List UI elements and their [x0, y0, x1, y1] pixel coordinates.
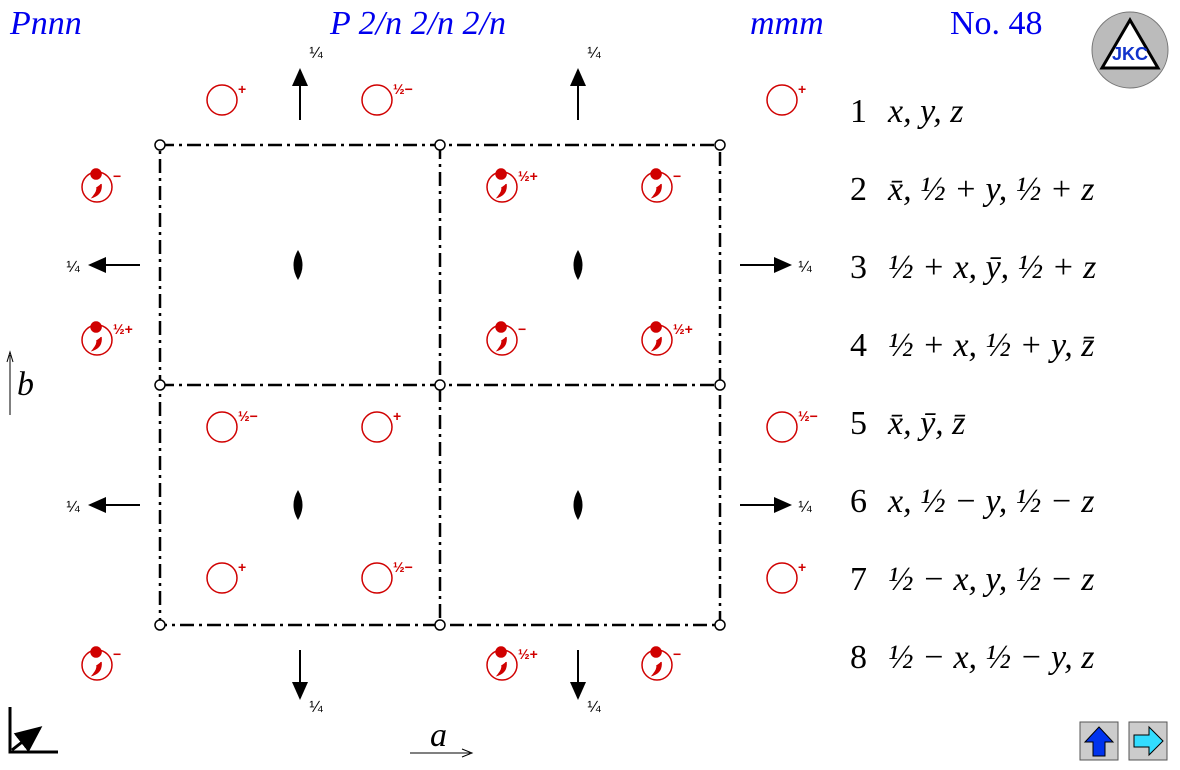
axes-icon	[8, 707, 58, 754]
position-circle	[766, 562, 798, 594]
inversion-centre	[714, 379, 726, 391]
operation-expr: ½ + x, ½ + y, z̄	[888, 327, 1095, 364]
axis-a-label: a	[430, 717, 447, 754]
inversion-centre	[154, 619, 166, 631]
axis-b-label: b	[17, 366, 34, 403]
enantiomorph-comma	[650, 646, 662, 677]
position-circle	[766, 411, 798, 443]
enantiomorph-comma	[495, 168, 507, 199]
group-number: No. 48	[950, 5, 1043, 42]
position-circle	[206, 562, 238, 594]
nav-up-icon[interactable]	[1083, 726, 1115, 757]
twofold-axis	[293, 490, 303, 520]
operation-expr: x̄, ½ + y, ½ + z	[887, 171, 1094, 208]
twofold-axis	[573, 250, 583, 280]
position-circle	[361, 411, 393, 443]
position-height: +	[393, 408, 401, 424]
operation-number: 8	[850, 639, 867, 676]
twofold-axis	[573, 490, 583, 520]
operation-expr: x̄, ȳ, z̄	[887, 405, 966, 442]
position-circle	[766, 84, 798, 116]
position-height: −	[518, 321, 526, 337]
logo-text: JKC	[1112, 44, 1148, 64]
operation-expr: x, y, z	[887, 93, 964, 130]
screw-height: ¼	[66, 499, 80, 516]
screw-height: ¼	[798, 499, 812, 516]
operation-expr: x, ½ − y, ½ − z	[887, 483, 1094, 520]
inversion-centre	[154, 379, 166, 391]
inversion-centre	[434, 139, 446, 151]
axis-a: a	[410, 717, 474, 758]
position-circle	[361, 562, 393, 594]
position-height: ½−	[798, 408, 818, 424]
operation-number: 4	[850, 327, 867, 364]
enantiomorph-comma	[90, 321, 102, 352]
position-height: ½−	[393, 81, 413, 97]
inversion-centre	[714, 619, 726, 631]
position-height: −	[673, 168, 681, 184]
enantiomorph-comma	[90, 646, 102, 677]
operation-number: 5	[850, 405, 867, 442]
screw-height: ¼	[587, 699, 601, 716]
operation-number: 2	[850, 171, 867, 208]
position-height: ½−	[393, 559, 413, 575]
screw-height: ¼	[66, 259, 80, 276]
operation-number: 7	[850, 561, 867, 598]
operation-expr: ½ − x, y, ½ − z	[888, 561, 1094, 598]
position-height: ½+	[113, 321, 133, 337]
position-height: −	[113, 168, 121, 184]
screw-height: ¼	[587, 45, 601, 62]
twofold-axis	[293, 250, 303, 280]
enantiomorph-comma	[650, 321, 662, 352]
operation-number: 3	[850, 249, 867, 286]
operation-number: 6	[850, 483, 867, 520]
position-height: ½+	[673, 321, 693, 337]
position-height: +	[238, 81, 246, 97]
operation-expr: ½ − x, ½ − y, z	[888, 639, 1094, 676]
operation-expr: ½ + x, ȳ, ½ + z	[888, 249, 1096, 286]
full-symbol: P 2/n 2/n 2/n	[329, 5, 506, 42]
position-height: +	[798, 81, 806, 97]
screw-height: ¼	[798, 259, 812, 276]
logo: JKC	[1091, 11, 1169, 89]
point-group: mmm	[750, 5, 824, 42]
enantiomorph-comma	[90, 168, 102, 199]
enantiomorph-comma	[495, 646, 507, 677]
nav-next-icon[interactable]	[1133, 725, 1164, 757]
position-height: ½−	[238, 408, 258, 424]
short-symbol: Pnnn	[9, 5, 82, 42]
position-circle	[206, 411, 238, 443]
inversion-centre	[714, 139, 726, 151]
inversion-centre	[434, 619, 446, 631]
position-circle	[206, 84, 238, 116]
position-height: +	[238, 559, 246, 575]
position-height: ½+	[518, 646, 538, 662]
enantiomorph-comma	[495, 321, 507, 352]
position-height: −	[673, 646, 681, 662]
position-height: ½+	[518, 168, 538, 184]
inversion-centre	[154, 139, 166, 151]
screw-height: ¼	[309, 699, 323, 716]
position-circle	[361, 84, 393, 116]
operation-number: 1	[850, 93, 867, 130]
inversion-centre	[434, 379, 446, 391]
screw-height: ¼	[309, 45, 323, 62]
enantiomorph-comma	[650, 168, 662, 199]
axis-b: b	[6, 350, 34, 415]
position-height: −	[113, 646, 121, 662]
position-height: +	[798, 559, 806, 575]
